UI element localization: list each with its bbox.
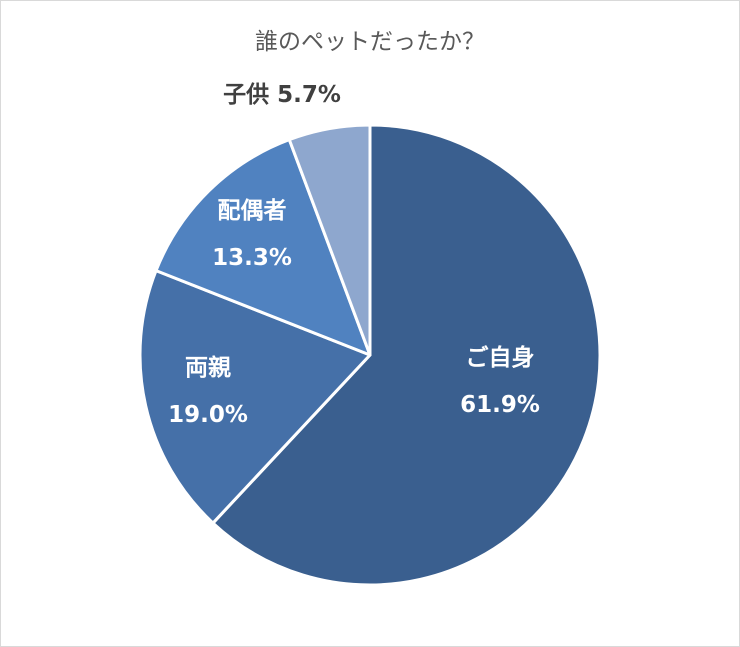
chart-title: 誰のペットだったか？ (255, 29, 485, 55)
slice-label-3: 配偶者 (218, 198, 287, 224)
slice-value-label-1: 61.9% (460, 392, 540, 418)
slice-label-2: 両親 (185, 355, 231, 381)
slice-value-label-2: 19.0% (168, 402, 248, 428)
slice-value-label-3: 13.3% (212, 245, 292, 271)
pie-slice-1 (211, 123, 602, 587)
pie-slice-4 (287, 123, 372, 357)
slice-label-4: 子供 5.7% (223, 81, 341, 108)
slice-label-1: ご自身 (466, 344, 535, 371)
pie-slice-3 (154, 138, 372, 357)
